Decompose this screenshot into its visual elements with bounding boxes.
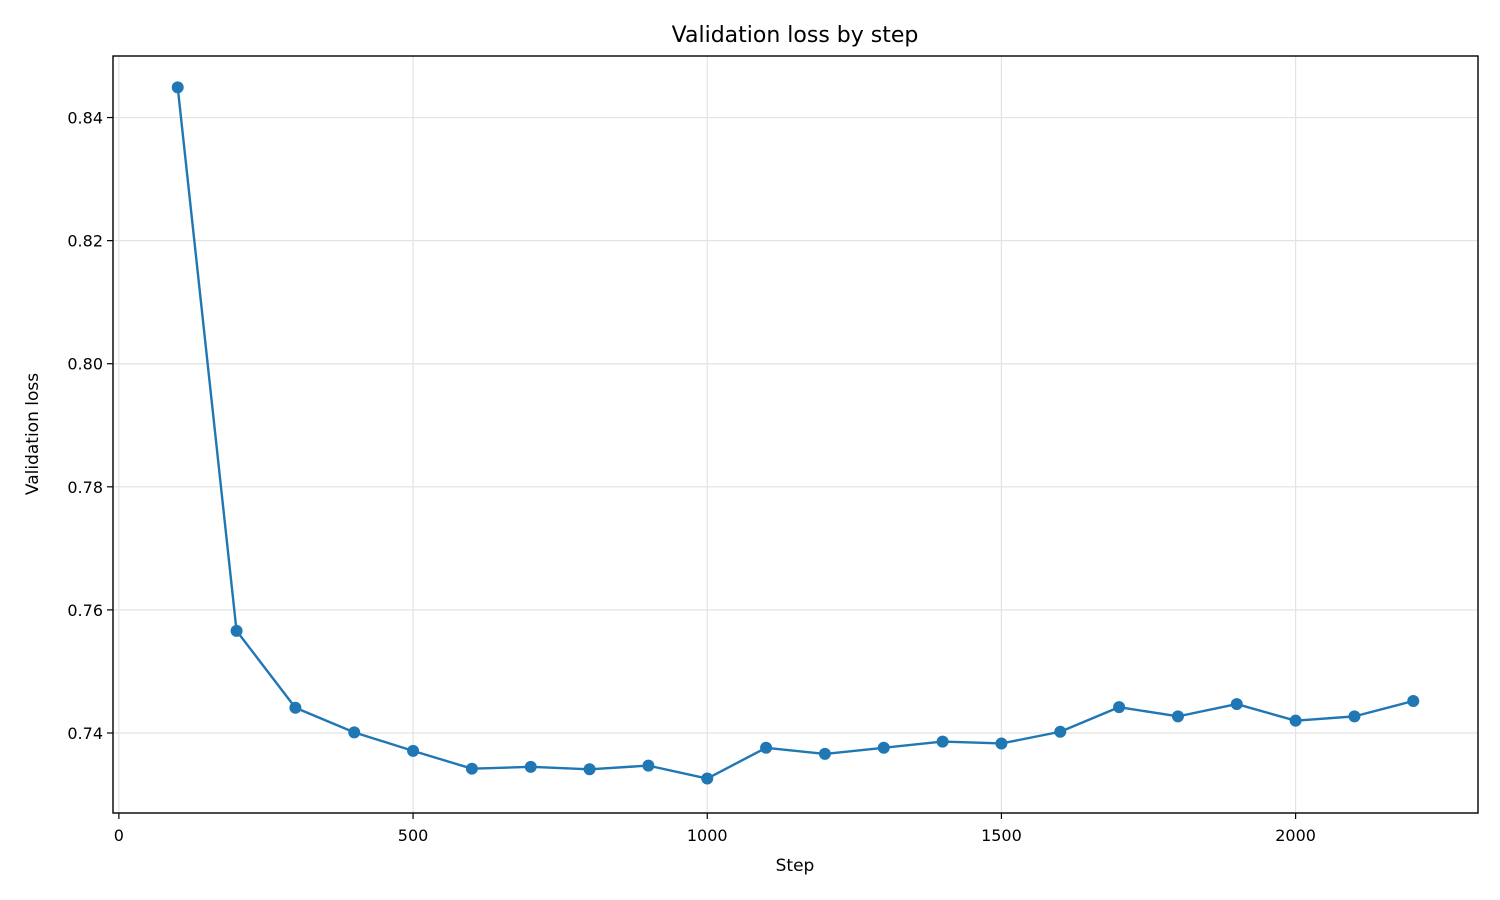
x-tick-label: 1000: [687, 826, 728, 845]
data-point: [701, 772, 714, 785]
series-layer: [171, 81, 1420, 785]
data-point: [760, 741, 773, 754]
x-tick-label: 2000: [1275, 826, 1316, 845]
grid-layer: [113, 56, 1478, 813]
data-point: [1407, 694, 1420, 707]
data-point: [465, 762, 478, 775]
y-tick-label: 0.84: [67, 109, 103, 128]
y-tick-label: 0.74: [67, 724, 103, 743]
y-tick-label: 0.80: [67, 355, 103, 374]
data-point: [936, 735, 949, 748]
x-axis-label: Step: [776, 856, 815, 876]
data-point: [1348, 710, 1361, 723]
y-tick-label: 0.76: [67, 601, 103, 620]
data-point: [230, 624, 243, 637]
y-tick-label: 0.78: [67, 478, 103, 497]
data-point: [642, 759, 655, 772]
data-point: [1113, 701, 1126, 714]
tick-layer: 0 500 1000 1500 2000 0.74 0.76 0.78 0.80 0.82 0.84: [67, 109, 1316, 845]
data-point: [524, 760, 537, 773]
x-tick-label: 0: [114, 826, 124, 845]
data-point: [1289, 714, 1302, 727]
data-point: [1171, 710, 1184, 723]
chart-title: Validation loss by step: [672, 23, 919, 48]
plot-area-frame: [112, 55, 1479, 814]
data-point: [877, 741, 890, 754]
data-point: [289, 701, 302, 714]
data-point: [818, 747, 831, 760]
data-point: [583, 763, 596, 776]
data-point: [1230, 698, 1243, 711]
y-axis-label: Validation loss: [23, 373, 43, 495]
y-tick-label: 0.82: [67, 232, 103, 251]
data-point: [407, 744, 420, 757]
series-line: [176, 87, 1414, 780]
data-point: [1054, 725, 1067, 738]
data-point: [171, 81, 184, 94]
data-point: [995, 737, 1008, 750]
data-point: [348, 726, 361, 739]
x-tick-label: 1500: [981, 826, 1022, 845]
x-tick-label: 500: [398, 826, 429, 845]
